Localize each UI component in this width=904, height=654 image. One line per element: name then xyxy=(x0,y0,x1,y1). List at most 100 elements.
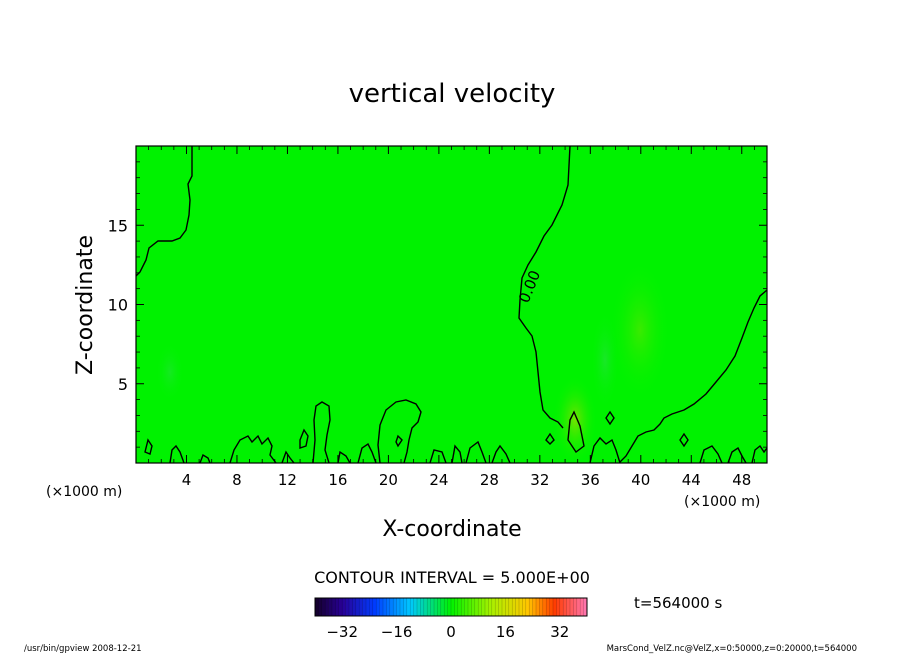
colorbar-cell xyxy=(570,598,574,616)
contour-line xyxy=(451,444,463,463)
colorbar-cell xyxy=(342,598,346,616)
contour-line xyxy=(144,438,153,455)
colorbar-cell xyxy=(553,598,557,616)
colorbar-cell xyxy=(580,598,584,616)
y-axis-title: Z-coordinate xyxy=(73,235,98,375)
y-tick-label: 15 xyxy=(108,216,128,235)
x-axis: 4 8 12 16 20 24 28 32 36 40 44 48 xyxy=(148,146,755,489)
x-tick-label: 36 xyxy=(581,471,600,489)
colorbar-cell xyxy=(478,598,482,616)
colorbar-cell xyxy=(410,598,414,616)
colorbar-cell xyxy=(434,598,438,616)
zero-contours xyxy=(136,146,767,463)
x-axis-title: X-coordinate xyxy=(382,517,521,542)
contour-line xyxy=(699,445,723,463)
contour-line xyxy=(619,289,767,463)
x-tick-label: 44 xyxy=(682,471,701,489)
colorbar-cell xyxy=(559,598,564,616)
colorbar-cell xyxy=(502,598,506,616)
colorbar-cell xyxy=(491,598,496,616)
colorbar-cell xyxy=(383,598,387,616)
contour-line xyxy=(589,436,621,463)
colorbar-cell xyxy=(315,598,319,616)
colorbar-cell xyxy=(345,598,350,616)
colorbar-cell xyxy=(318,598,323,616)
x-tick-label: 48 xyxy=(732,471,751,489)
colorbar-cell xyxy=(437,598,442,616)
colorbar-cell xyxy=(488,598,493,616)
colorbar-cell xyxy=(512,598,516,616)
colorbar-cell xyxy=(573,598,578,616)
colorbar-cell xyxy=(423,598,428,616)
x-unit-left: (×1000 m) xyxy=(46,484,122,500)
contour-line xyxy=(751,444,767,463)
footer-right: MarsCond_VelZ.nc@VelZ,x=0:50000,z=0:2000… xyxy=(607,644,857,654)
x-tick-label: 28 xyxy=(480,471,499,489)
contour-line xyxy=(281,450,295,463)
colorbar-cell xyxy=(525,598,530,616)
colorbar-cell xyxy=(485,598,489,616)
colorbar-cell xyxy=(440,598,445,616)
contour-line xyxy=(429,449,447,463)
colorbar-cell xyxy=(563,598,567,616)
colorbar-cell xyxy=(396,598,401,616)
contour-line xyxy=(199,453,211,463)
colorbar-cell xyxy=(406,598,411,616)
colorbar-cell xyxy=(529,598,533,616)
x-unit-right: (×1000 m) xyxy=(684,494,760,510)
colorbar-cell xyxy=(549,598,554,616)
x-tick-label: 16 xyxy=(328,471,347,489)
colorbar-cell xyxy=(335,598,340,616)
colorbar-cell xyxy=(359,598,363,616)
colorbar-ticks: −32 −16 0 16 32 xyxy=(326,623,569,641)
chart-title: vertical velocity xyxy=(349,79,556,109)
contour-line xyxy=(377,399,422,463)
positive-patch xyxy=(553,375,597,463)
negative-patch xyxy=(156,342,184,402)
colorbar-cell xyxy=(372,598,377,616)
colorbar-cell xyxy=(355,598,360,616)
colorbar-cell xyxy=(325,598,329,616)
contour-line xyxy=(545,432,555,445)
colorbar-tick-label: 16 xyxy=(496,623,515,641)
negative-patch xyxy=(591,310,619,410)
colorbar-cell xyxy=(403,598,408,616)
colorbar-frame xyxy=(314,597,588,617)
contour-interval-label: CONTOUR INTERVAL = 5.000E+00 xyxy=(314,568,590,587)
x-tick-label: 12 xyxy=(278,471,297,489)
positive-patch xyxy=(610,260,670,400)
colorbar-cell xyxy=(420,598,425,616)
colorbar-cell xyxy=(542,598,547,616)
colorbar-cell xyxy=(515,598,520,616)
colorbar-cell xyxy=(539,598,544,616)
colorbar-cell xyxy=(576,598,581,616)
colorbar-cell xyxy=(430,598,435,616)
contour-line xyxy=(229,434,277,463)
colorbar-cell xyxy=(536,598,540,616)
y-axis: 5 10 15 xyxy=(108,161,767,448)
colorbar-cell xyxy=(349,598,353,616)
colorbar-cell xyxy=(389,598,394,616)
colorbar-cell xyxy=(427,598,431,616)
y-tick-label: 10 xyxy=(108,296,128,315)
colorbar-cell xyxy=(457,598,462,616)
x-tick-label: 4 xyxy=(182,471,192,489)
colorbar-cell xyxy=(481,598,486,616)
contour-line xyxy=(491,444,511,463)
colorbar-cell xyxy=(352,598,357,616)
colorbar-cell xyxy=(444,598,448,616)
colorbar-cell xyxy=(464,598,469,616)
contour-line xyxy=(312,401,331,463)
colorbar-cell xyxy=(328,598,333,616)
colorbar-cell xyxy=(338,598,343,616)
colorbar-cell xyxy=(379,598,384,616)
plot-field xyxy=(136,146,767,463)
colorbar-cell xyxy=(393,598,397,616)
contour-line xyxy=(299,428,309,449)
colorbar-tick-label: 32 xyxy=(550,623,569,641)
colorbar-cell xyxy=(369,598,374,616)
colorbar-cell xyxy=(400,598,404,616)
colorbar-cell xyxy=(556,598,561,616)
colorbar-tick-label: −16 xyxy=(381,623,413,641)
colorbar-cell xyxy=(413,598,418,616)
